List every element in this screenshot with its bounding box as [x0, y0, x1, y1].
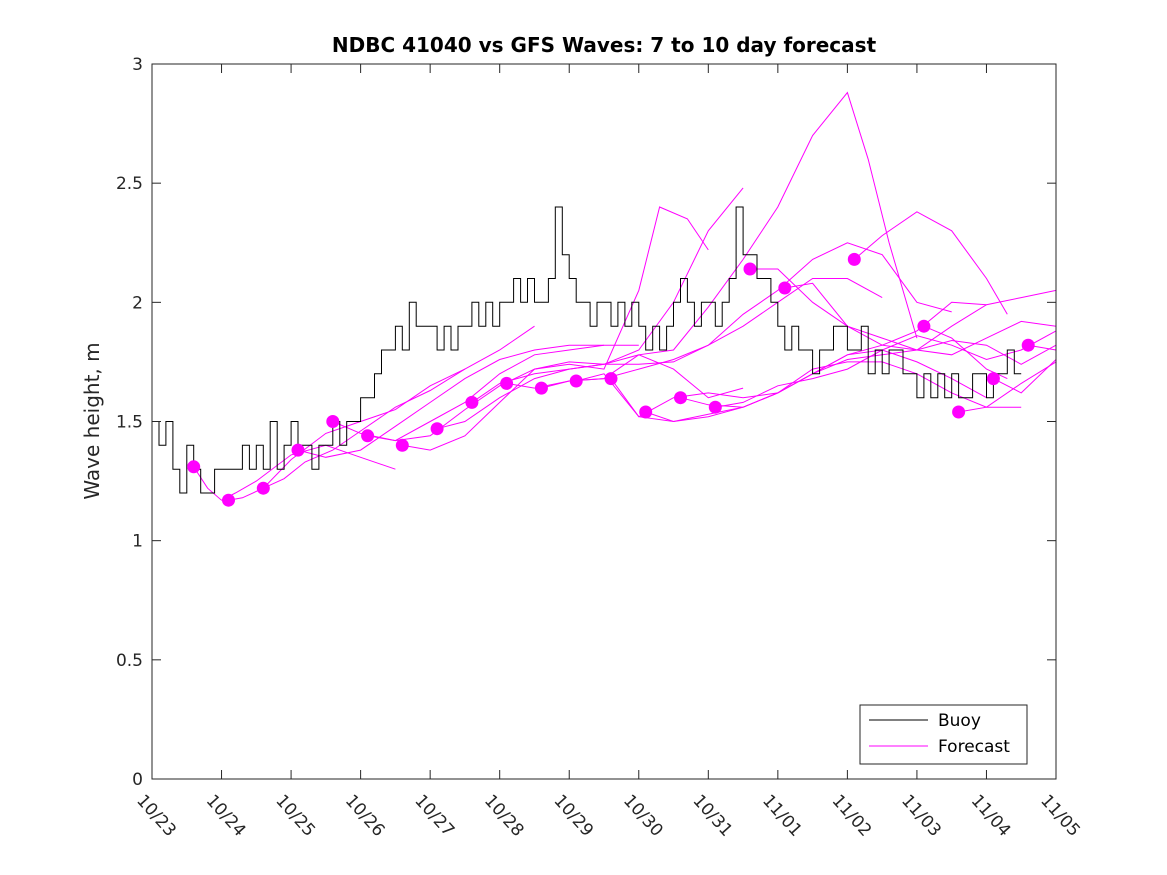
forecast-start-marker: [395, 438, 409, 452]
forecast-start-marker: [952, 405, 966, 419]
forecast-series-line-17: [784, 282, 1057, 365]
forecast-start-marker: [291, 443, 305, 457]
forecast-start-marker: [986, 372, 1000, 386]
forecast-series-line-2: [263, 325, 535, 489]
forecast-start-marker: [534, 381, 548, 395]
forecast-start-marker: [604, 372, 618, 386]
forecast-series-line-3: [297, 344, 604, 458]
y-tick-label: 2: [132, 293, 143, 313]
forecast-series-line-8: [471, 278, 883, 403]
forecast-start-marker: [674, 391, 687, 405]
forecast-start-marker: [847, 252, 861, 266]
plot-area: [152, 64, 1056, 779]
forecast-start-marker: [500, 376, 514, 390]
y-axis-label: Wave height, m: [80, 342, 104, 499]
y-tick-label: 3: [132, 55, 143, 75]
forecast-start-marker: [639, 405, 653, 419]
y-tick-label: 1.5: [116, 413, 143, 433]
forecast-start-marker: [708, 400, 722, 414]
forecast-series-line-0: [193, 444, 396, 501]
legend-label-forecast: Forecast: [938, 737, 1010, 757]
forecast-start-marker: [326, 415, 340, 428]
forecast-series-line-20: [958, 361, 1057, 413]
forecast-start-marker: [256, 481, 270, 495]
forecast-start-marker: [743, 262, 757, 276]
forecast-start-marker: [187, 460, 201, 474]
forecast-series-line-4: [332, 344, 639, 442]
forecast-start-marker: [465, 395, 479, 409]
forecast-series-line-1: [228, 368, 466, 501]
y-tick-label: 1: [132, 532, 143, 552]
marker-layer: [187, 252, 1035, 507]
forecast-start-marker: [222, 493, 235, 507]
y-tick-label: 0.5: [116, 651, 143, 671]
forecast-start-marker: [1021, 338, 1035, 352]
forecast-series-line-21: [993, 359, 1057, 394]
legend: Buoy Forecast: [859, 704, 1028, 765]
forecast-series-line-18: [853, 211, 1008, 315]
forecast-series-line-5: [367, 187, 744, 442]
forecast-series-line-13: [645, 289, 1057, 423]
forecast-start-marker: [430, 422, 444, 436]
y-tick-label: 2.5: [116, 174, 143, 194]
chart-title: NDBC 41040 vs GFS Waves: 7 to 10 day for…: [332, 33, 877, 57]
y-axis: 0 0.5 1 1.5 2 2.5 3: [116, 55, 1056, 790]
forecast-series-line-6: [402, 206, 709, 451]
legend-box: [859, 704, 1028, 765]
forecast-start-marker: [917, 319, 931, 333]
buoy-series-line: [152, 206, 1022, 494]
forecast-series-line-16: [750, 268, 1057, 356]
forecast-start-marker: [569, 374, 583, 388]
legend-label-buoy: Buoy: [938, 711, 981, 731]
y-tick-label: 0: [132, 770, 143, 790]
forecast-start-marker: [361, 429, 375, 443]
forecast-start-marker: [778, 281, 792, 295]
forecast-series-line-10: [541, 242, 952, 389]
